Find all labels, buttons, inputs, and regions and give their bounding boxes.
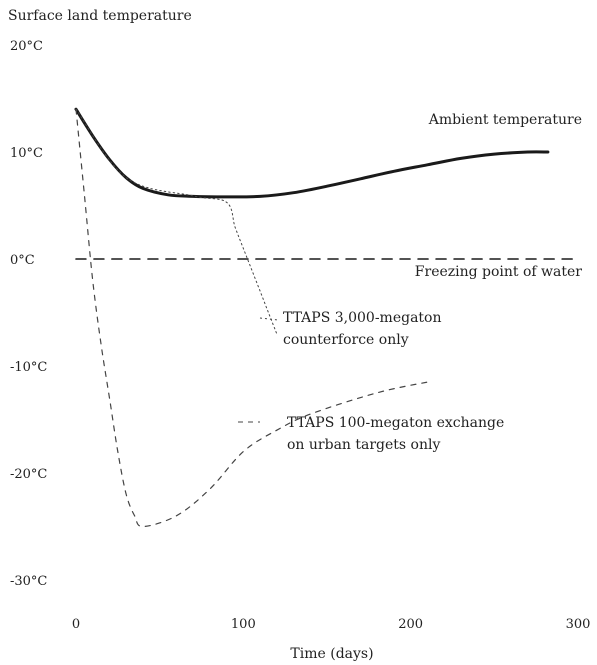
counterforce-label-line1: TTAPS 3,000-megaton <box>283 310 442 326</box>
x-tick-label: 0 <box>72 617 80 632</box>
y-tick-label: -20°C <box>10 467 47 482</box>
x-tick-label: 200 <box>398 617 423 632</box>
y-tick-labels: 20°C 10°C 0°C -10°C -20°C -30°C <box>10 39 47 589</box>
y-tick-label: -10°C <box>10 360 47 375</box>
freezing-point-label: Freezing point of water <box>415 264 583 280</box>
y-tick-label: -30°C <box>10 574 47 589</box>
urban-exchange-line <box>75 108 428 528</box>
x-axis-label: Time (days) <box>290 646 373 662</box>
chart-title: Surface land temperature <box>8 8 192 24</box>
counterforce-callout <box>259 317 279 321</box>
counterforce-label-line2: counterforce only <box>283 332 409 348</box>
urban-exchange-label-line1: TTAPS 100-megaton exchange <box>287 415 504 431</box>
y-tick-label: 20°C <box>10 39 43 54</box>
ambient-temperature-line <box>74 107 550 199</box>
x-tick-labels: 0 100 200 300 <box>72 617 591 632</box>
x-tick-label: 300 <box>566 617 591 632</box>
y-tick-label: 10°C <box>10 146 43 161</box>
series-lines <box>74 107 579 528</box>
urban-exchange-label-line2: on urban targets only <box>287 437 440 453</box>
x-tick-label: 100 <box>231 617 256 632</box>
y-tick-label: 0°C <box>10 253 35 268</box>
ambient-temperature-label: Ambient temperature <box>428 112 582 128</box>
counterforce-line <box>75 108 278 335</box>
